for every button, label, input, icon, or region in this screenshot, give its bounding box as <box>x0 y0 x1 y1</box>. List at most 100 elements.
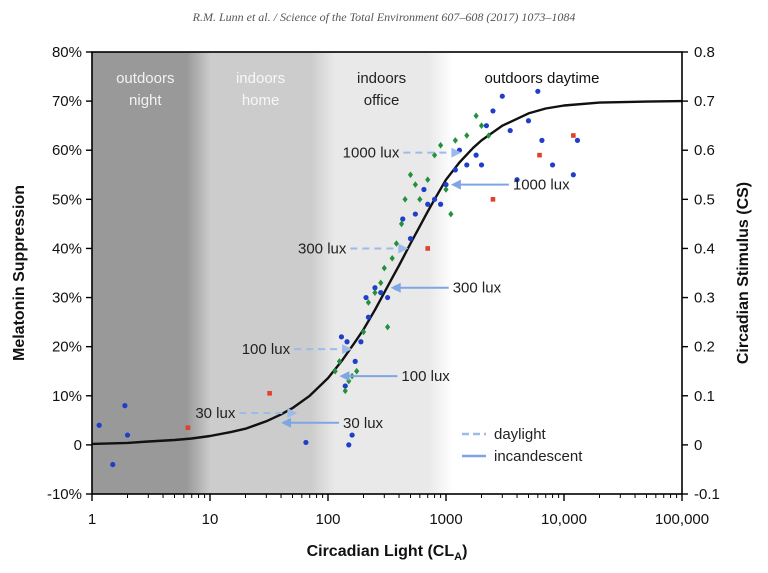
annotation-label-7: 30 lux <box>343 415 384 432</box>
x-tick-label-4: 10,000 <box>541 511 587 528</box>
green-point-21 <box>438 142 444 149</box>
blue-point-33 <box>499 93 505 99</box>
zone-label-0-1: night <box>129 92 162 109</box>
green-point-16 <box>407 171 414 179</box>
annotation-label-1: 1000 lux <box>513 177 570 194</box>
green-point-28 <box>486 132 492 139</box>
blue-point-41 <box>574 137 581 143</box>
zone-labels: outdoors night indoors home indoors office out… <box>116 70 599 109</box>
y-right-tick-label-0: -0.1 <box>694 486 720 503</box>
blue-point-20 <box>412 211 418 217</box>
green-point-13 <box>393 240 400 247</box>
y-left-tick-label-9: 80% <box>52 44 82 61</box>
annotation-label-0: 1000 lux <box>343 145 400 162</box>
annotation-label-3: 300 lux <box>453 280 502 297</box>
x-tick-label-1: 10 <box>202 511 219 528</box>
annotation-label-5: 100 lux <box>401 368 450 385</box>
y-left-tick-label-6: 50% <box>52 191 82 208</box>
blue-point-24 <box>438 201 444 207</box>
red-point-5 <box>571 133 576 138</box>
blue-point-22 <box>425 201 431 207</box>
y-right-tick-label-3: 0.2 <box>694 339 715 356</box>
blue-point-29 <box>473 152 479 158</box>
green-point-14 <box>398 220 405 228</box>
annotation-arrowhead-0 <box>451 147 462 158</box>
blue-point-40 <box>570 172 576 178</box>
red-point-0 <box>185 425 191 430</box>
annotation-label-4: 100 lux <box>242 341 291 358</box>
red-point-4 <box>537 152 542 158</box>
blue-point-2 <box>122 403 128 409</box>
zone-label-1-1: home <box>242 92 280 109</box>
axes: 1 10 100 1000 10,000 100,000 -10% -0.1 0 0 10% 0.1 2… <box>11 44 752 563</box>
green-point-9 <box>378 279 384 287</box>
y-left-tick-label-7: 60% <box>52 142 82 159</box>
points-layer <box>96 88 581 468</box>
green-point-26 <box>473 112 479 120</box>
annotation-arrowhead-3 <box>390 282 401 293</box>
green-point-22 <box>443 186 449 193</box>
blue-point-0 <box>96 422 102 428</box>
red-point-1 <box>267 391 272 396</box>
red-point-2 <box>425 246 431 251</box>
zone-label-2-0: indoors <box>357 70 406 87</box>
annotation-layer: 1000 lux 1000 lux 300 lux 300 lux 100 lux 100… <box>195 145 570 432</box>
y-left-tick-label-3: 20% <box>52 339 82 356</box>
zone-0 <box>92 52 199 494</box>
annotation-arrowhead-1 <box>450 179 461 190</box>
zone-transition-2 <box>428 52 453 494</box>
y-right-tick-label-5: 0.4 <box>694 240 715 257</box>
green-point-3 <box>346 377 352 385</box>
blue-point-15 <box>378 290 384 296</box>
green-point-1 <box>336 358 343 365</box>
blue-point-3 <box>124 432 131 438</box>
y-axis-title-left: Melatonin Suppression <box>11 185 28 361</box>
x-tick-label-2: 100 <box>315 511 340 528</box>
y-left-tick-label-4: 30% <box>52 290 82 307</box>
green-point-11 <box>385 323 391 331</box>
x-axis-title: Circadian Light (CLA) <box>307 543 468 563</box>
green-point-18 <box>417 196 423 203</box>
y-left-tick-label-5: 40% <box>52 240 82 257</box>
x-tick-label-0: 1 <box>88 511 96 528</box>
blue-point-39 <box>549 162 556 168</box>
green-point-5 <box>354 367 360 375</box>
y-left-tick-label-0: -10% <box>47 486 82 503</box>
zone-2 <box>322 52 441 494</box>
blue-point-4 <box>303 439 309 446</box>
blue-point-38 <box>539 137 545 143</box>
blue-point-10 <box>352 358 358 364</box>
blue-point-11 <box>358 339 364 345</box>
green-point-6 <box>360 328 367 336</box>
blue-point-37 <box>535 88 541 94</box>
y-axis-title-right: Circadian Stimulus (CS) <box>735 182 752 364</box>
green-point-2 <box>342 387 348 395</box>
green-point-7 <box>365 299 372 306</box>
blue-point-31 <box>483 123 490 129</box>
zone-label-3-0: outdoors daytime <box>484 70 599 87</box>
y-left-tick-label-8: 70% <box>52 93 82 110</box>
model-curve <box>91 99 683 446</box>
y-right-tick-label-7: 0.6 <box>694 142 715 159</box>
background-zones <box>92 52 682 494</box>
zone-transition-0 <box>186 52 211 494</box>
legend: daylight incandescent <box>462 426 583 465</box>
x-tick-label-5: 100,000 <box>655 511 709 528</box>
legend-label-0: daylight <box>494 426 547 443</box>
y-right-tick-label-4: 0.3 <box>694 290 715 307</box>
blue-point-35 <box>514 177 520 183</box>
y-right-tick-label-2: 0.1 <box>694 388 715 405</box>
zone-transition-1 <box>310 52 335 494</box>
green-point-24 <box>452 137 458 144</box>
blue-point-12 <box>363 294 369 301</box>
blue-point-30 <box>478 162 485 168</box>
blue-point-18 <box>400 216 406 222</box>
y-left-tick-label-1: 0 <box>74 437 82 454</box>
curve-layer <box>91 99 683 446</box>
blue-point-32 <box>490 108 496 114</box>
blue-point-13 <box>365 314 372 320</box>
blue-point-25 <box>443 182 449 188</box>
y-right-tick-label-6: 0.5 <box>694 191 715 208</box>
blue-point-9 <box>349 432 355 438</box>
